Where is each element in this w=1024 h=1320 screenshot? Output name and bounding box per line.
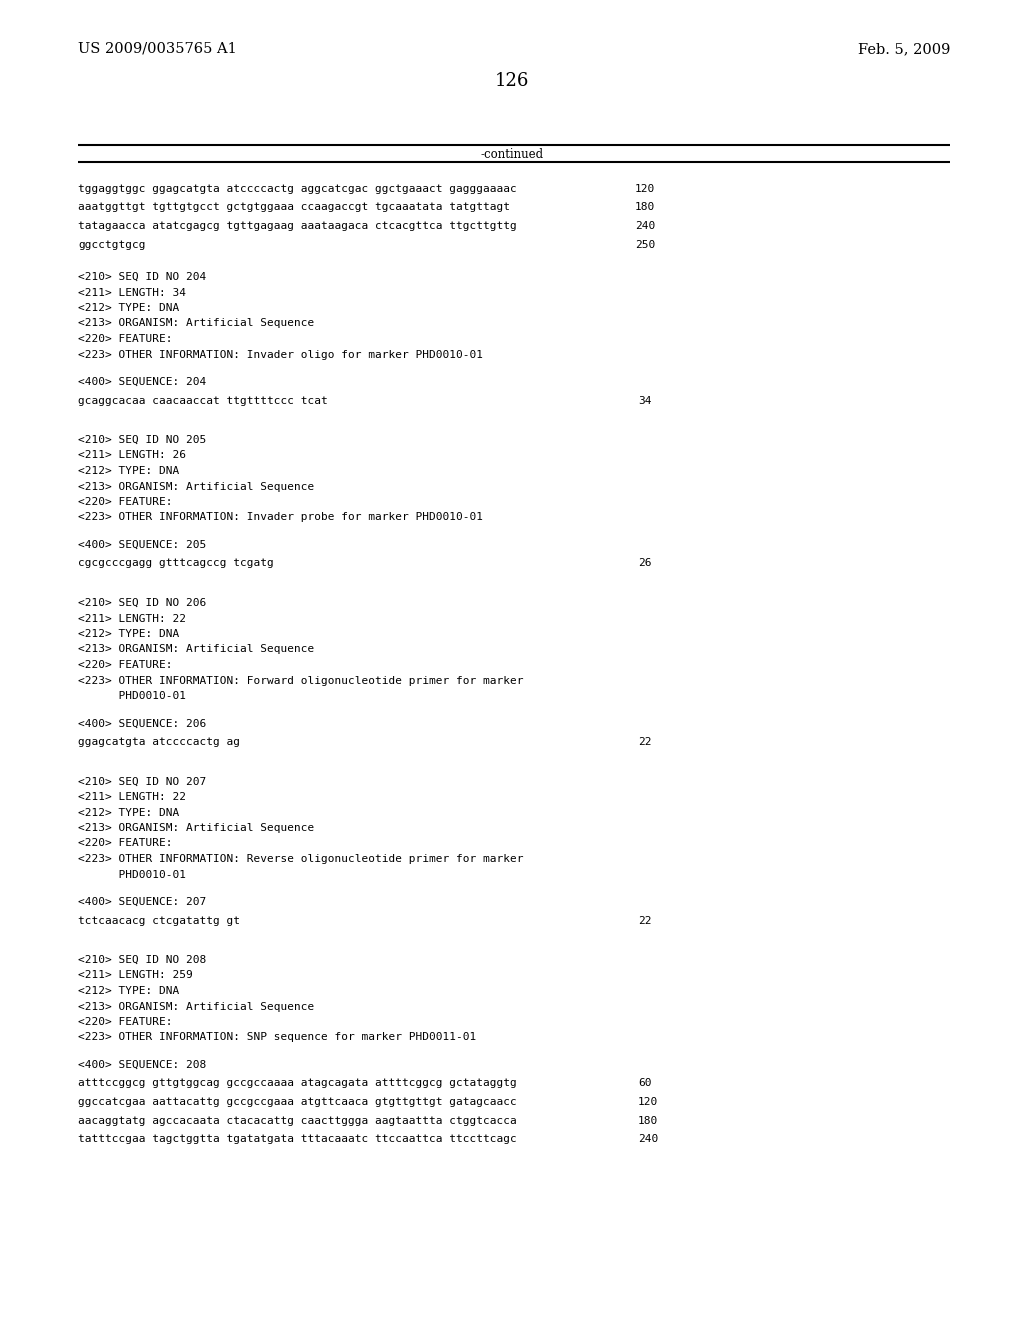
Text: tggaggtggc ggagcatgta atccccactg aggcatcgac ggctgaaact gagggaaaac: tggaggtggc ggagcatgta atccccactg aggcatc… <box>78 183 517 194</box>
Text: tctcaacacg ctcgatattg gt: tctcaacacg ctcgatattg gt <box>78 916 240 925</box>
Text: <220> FEATURE:: <220> FEATURE: <box>78 838 172 849</box>
Text: 240: 240 <box>638 1134 658 1144</box>
Text: Feb. 5, 2009: Feb. 5, 2009 <box>858 42 950 55</box>
Text: 180: 180 <box>635 202 655 213</box>
Text: <211> LENGTH: 22: <211> LENGTH: 22 <box>78 792 186 803</box>
Text: <210> SEQ ID NO 208: <210> SEQ ID NO 208 <box>78 954 206 965</box>
Text: <223> OTHER INFORMATION: SNP sequence for marker PHD0011-01: <223> OTHER INFORMATION: SNP sequence fo… <box>78 1032 476 1043</box>
Text: PHD0010-01: PHD0010-01 <box>78 870 186 879</box>
Text: <211> LENGTH: 259: <211> LENGTH: 259 <box>78 970 193 981</box>
Text: <210> SEQ ID NO 206: <210> SEQ ID NO 206 <box>78 598 206 609</box>
Text: 120: 120 <box>638 1097 658 1107</box>
Text: tatagaacca atatcgagcg tgttgagaag aaataagaca ctcacgttca ttgcttgttg: tatagaacca atatcgagcg tgttgagaag aaataag… <box>78 220 517 231</box>
Text: ggccatcgaa aattacattg gccgccgaaa atgttcaaca gtgttgttgt gatagcaacc: ggccatcgaa aattacattg gccgccgaaa atgttca… <box>78 1097 517 1107</box>
Text: <213> ORGANISM: Artificial Sequence: <213> ORGANISM: Artificial Sequence <box>78 482 314 491</box>
Text: <220> FEATURE:: <220> FEATURE: <box>78 660 172 671</box>
Text: <400> SEQUENCE: 208: <400> SEQUENCE: 208 <box>78 1060 206 1071</box>
Text: 240: 240 <box>635 220 655 231</box>
Text: <400> SEQUENCE: 206: <400> SEQUENCE: 206 <box>78 718 206 729</box>
Text: 180: 180 <box>638 1115 658 1126</box>
Text: <223> OTHER INFORMATION: Invader probe for marker PHD0010-01: <223> OTHER INFORMATION: Invader probe f… <box>78 512 483 523</box>
Text: <213> ORGANISM: Artificial Sequence: <213> ORGANISM: Artificial Sequence <box>78 822 314 833</box>
Text: <211> LENGTH: 22: <211> LENGTH: 22 <box>78 614 186 623</box>
Text: <223> OTHER INFORMATION: Forward oligonucleotide primer for marker: <223> OTHER INFORMATION: Forward oligonu… <box>78 676 523 685</box>
Text: 250: 250 <box>635 239 655 249</box>
Text: <223> OTHER INFORMATION: Reverse oligonucleotide primer for marker: <223> OTHER INFORMATION: Reverse oligonu… <box>78 854 523 865</box>
Text: 34: 34 <box>638 396 651 405</box>
Text: <210> SEQ ID NO 205: <210> SEQ ID NO 205 <box>78 436 206 445</box>
Text: aaatggttgt tgttgtgcct gctgtggaaa ccaagaccgt tgcaaatata tatgttagt: aaatggttgt tgttgtgcct gctgtggaaa ccaagac… <box>78 202 510 213</box>
Text: <211> LENGTH: 34: <211> LENGTH: 34 <box>78 288 186 297</box>
Text: 126: 126 <box>495 73 529 90</box>
Text: atttccggcg gttgtggcag gccgccaaaa atagcagata attttcggcg gctataggtg: atttccggcg gttgtggcag gccgccaaaa atagcag… <box>78 1078 517 1089</box>
Text: tatttccgaa tagctggtta tgatatgata tttacaaatc ttccaattca ttccttcagc: tatttccgaa tagctggtta tgatatgata tttacaa… <box>78 1134 517 1144</box>
Text: gcaggcacaa caacaaccat ttgttttccc tcat: gcaggcacaa caacaaccat ttgttttccc tcat <box>78 396 328 405</box>
Text: <223> OTHER INFORMATION: Invader oligo for marker PHD0010-01: <223> OTHER INFORMATION: Invader oligo f… <box>78 350 483 359</box>
Text: <212> TYPE: DNA: <212> TYPE: DNA <box>78 304 179 313</box>
Text: <220> FEATURE:: <220> FEATURE: <box>78 334 172 345</box>
Text: ggagcatgta atccccactg ag: ggagcatgta atccccactg ag <box>78 737 240 747</box>
Text: 22: 22 <box>638 916 651 925</box>
Text: <212> TYPE: DNA: <212> TYPE: DNA <box>78 466 179 477</box>
Text: <213> ORGANISM: Artificial Sequence: <213> ORGANISM: Artificial Sequence <box>78 644 314 655</box>
Text: <212> TYPE: DNA: <212> TYPE: DNA <box>78 808 179 817</box>
Text: cgcgcccgagg gtttcagccg tcgatg: cgcgcccgagg gtttcagccg tcgatg <box>78 558 273 569</box>
Text: 60: 60 <box>638 1078 651 1089</box>
Text: 22: 22 <box>638 737 651 747</box>
Text: <400> SEQUENCE: 207: <400> SEQUENCE: 207 <box>78 898 206 907</box>
Text: <210> SEQ ID NO 204: <210> SEQ ID NO 204 <box>78 272 206 282</box>
Text: <213> ORGANISM: Artificial Sequence: <213> ORGANISM: Artificial Sequence <box>78 1002 314 1011</box>
Text: 26: 26 <box>638 558 651 569</box>
Text: US 2009/0035765 A1: US 2009/0035765 A1 <box>78 42 237 55</box>
Text: PHD0010-01: PHD0010-01 <box>78 690 186 701</box>
Text: <211> LENGTH: 26: <211> LENGTH: 26 <box>78 450 186 461</box>
Text: <220> FEATURE:: <220> FEATURE: <box>78 498 172 507</box>
Text: <400> SEQUENCE: 204: <400> SEQUENCE: 204 <box>78 378 206 387</box>
Text: -continued: -continued <box>480 148 544 161</box>
Text: <212> TYPE: DNA: <212> TYPE: DNA <box>78 986 179 997</box>
Text: <400> SEQUENCE: 205: <400> SEQUENCE: 205 <box>78 540 206 550</box>
Text: <220> FEATURE:: <220> FEATURE: <box>78 1016 172 1027</box>
Text: 120: 120 <box>635 183 655 194</box>
Text: <210> SEQ ID NO 207: <210> SEQ ID NO 207 <box>78 776 206 787</box>
Text: ggcctgtgcg: ggcctgtgcg <box>78 239 145 249</box>
Text: <213> ORGANISM: Artificial Sequence: <213> ORGANISM: Artificial Sequence <box>78 318 314 329</box>
Text: aacaggtatg agccacaata ctacacattg caacttggga aagtaattta ctggtcacca: aacaggtatg agccacaata ctacacattg caacttg… <box>78 1115 517 1126</box>
Text: <212> TYPE: DNA: <212> TYPE: DNA <box>78 630 179 639</box>
